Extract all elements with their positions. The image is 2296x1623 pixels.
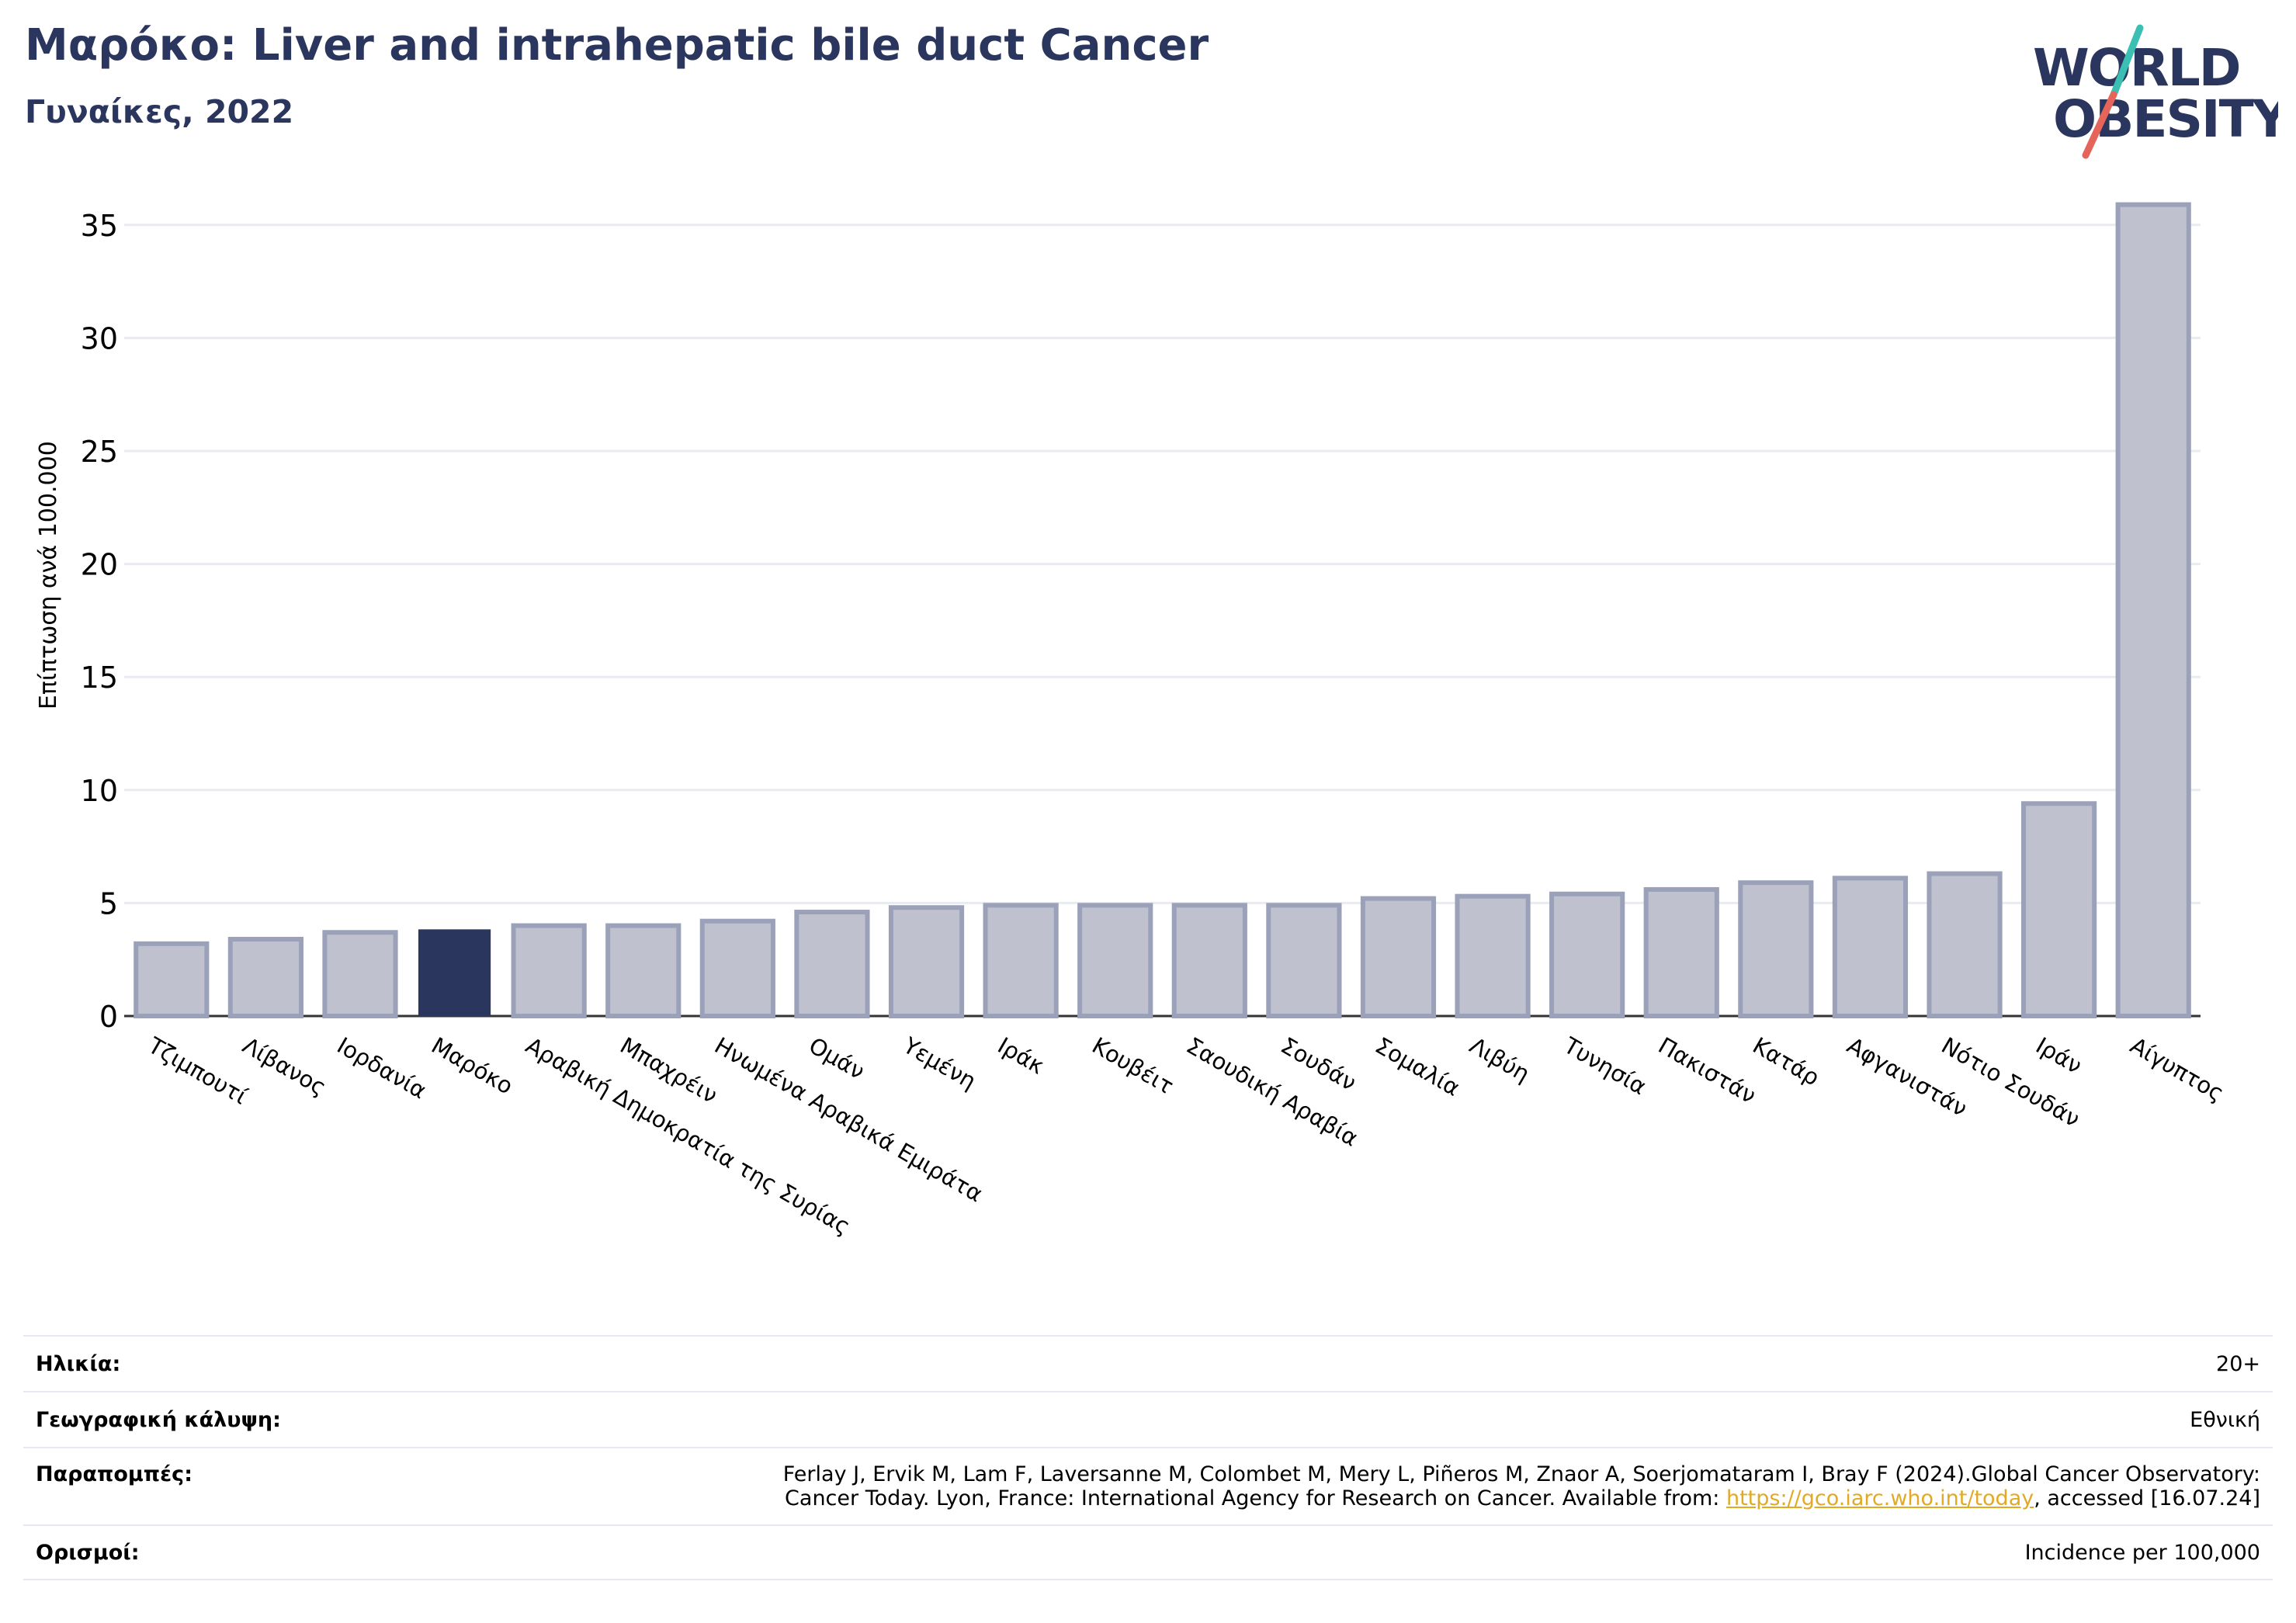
bar [2021,801,2097,1018]
age-value: 20+ [2216,1351,2260,1376]
definitions-value: Incidence per 100,000 [2024,1540,2260,1565]
x-tick-label: Μαρόκο [427,1032,518,1100]
world-obesity-logo: WORLD OBESITY [2033,24,2278,159]
bar [1738,880,1814,1019]
x-tick-label: Τζιμπουτί [143,1032,251,1110]
bars [134,202,2191,1019]
y-tick-label: 20 [81,548,118,582]
references-label: Παραπομπές: [36,1462,192,1486]
metadata-table: Ηλικία: 20+ Γεωγραφική κάλυψη: Εθνική Πα… [23,1335,2273,1580]
x-tick-label: Ιράν [2031,1032,2086,1080]
y-tick-label: 0 [99,1000,118,1034]
x-tick-label: Λιβύη [1465,1032,1535,1087]
bar [1832,876,1909,1019]
references-value: Ferlay J, Ervik M, Lam F, Laversanne M, … [783,1462,2260,1524]
meta-row-age: Ηλικία: 20+ [23,1335,2273,1391]
bar [1455,893,1531,1018]
x-tick-label: Τυνησία [1559,1032,1651,1100]
x-tick-label: Αίγυπτος [2126,1032,2228,1107]
bar [418,929,491,1017]
y-tick-label: 30 [81,321,118,355]
bar [1077,903,1153,1019]
x-tick-label: Υεμένη [898,1032,980,1094]
y-tick-label: 25 [81,435,118,469]
references-line1: Ferlay J, Ervik M, Lam F, Laversanne M, … [782,1462,2260,1486]
bar [888,905,965,1018]
bar [983,903,1059,1019]
logo-slash-teal [2110,24,2144,99]
bar [1549,891,1625,1018]
definitions-label: Ορισμοί: [36,1540,140,1565]
x-tick-label: Πακιστάν [1654,1032,1760,1109]
y-tick-label: 5 [99,886,118,921]
chart-title: Μαρόκο: Liver and intrahepatic bile duct… [25,20,1209,71]
bar [134,941,210,1019]
logo-slash-coral [2082,91,2117,159]
bar [699,918,775,1019]
bar [605,923,682,1019]
bar [1927,871,2003,1018]
bar [511,923,587,1019]
bar [1643,886,1719,1018]
references-line2: Cancer Today. Lyon, France: Internationa… [785,1486,1726,1510]
bar [322,930,398,1018]
x-tick-label: Σομαλία [1371,1032,1465,1101]
bar [2115,202,2191,1018]
y-tick-label: 35 [81,209,118,243]
x-tick-label: Ιράκ [994,1032,1049,1080]
meta-row-references: Παραπομπές: Ferlay J, Ervik M, Lam F, La… [23,1447,2273,1524]
x-tick-label: Κατάρ [1748,1032,1824,1091]
meta-row-coverage: Γεωγραφική κάλυψη: Εθνική [23,1391,2273,1447]
coverage-value: Εθνική [2190,1407,2260,1432]
references-accessed: , accessed [16.07.24] [2034,1486,2260,1510]
grid-lines [124,224,2201,904]
y-tick-label: 15 [81,661,118,695]
logo-line1: WORLD [2033,38,2240,98]
references-link[interactable]: https://gco.iarc.who.int/today [1725,1486,2034,1510]
bar [227,936,303,1018]
bar [1171,903,1247,1019]
x-tick-label: Αραβική Δημοκρατία της Συρίας [522,1032,855,1240]
y-tick-label: 10 [81,774,118,808]
chart-subtitle: Γυναίκες, 2022 [25,93,294,130]
bar [1266,903,1342,1019]
x-tick-label: Σαουδική Αραβία [1182,1032,1363,1152]
meta-row-definitions: Ορισμοί: Incidence per 100,000 [23,1524,2273,1580]
bar [794,910,870,1018]
y-axis-label: Επίπτωση ανά 100.000 [35,441,62,709]
bar [1360,896,1437,1019]
x-tick-label: Ομάν [804,1032,869,1085]
x-tick-label: Λίβανος [238,1032,331,1101]
coverage-label: Γεωγραφική κάλυψη: [36,1407,281,1432]
x-tick-label: Ιορδανία [332,1032,431,1105]
age-label: Ηλικία: [36,1351,121,1376]
x-tick-label: Κουβέιτ [1087,1032,1178,1100]
